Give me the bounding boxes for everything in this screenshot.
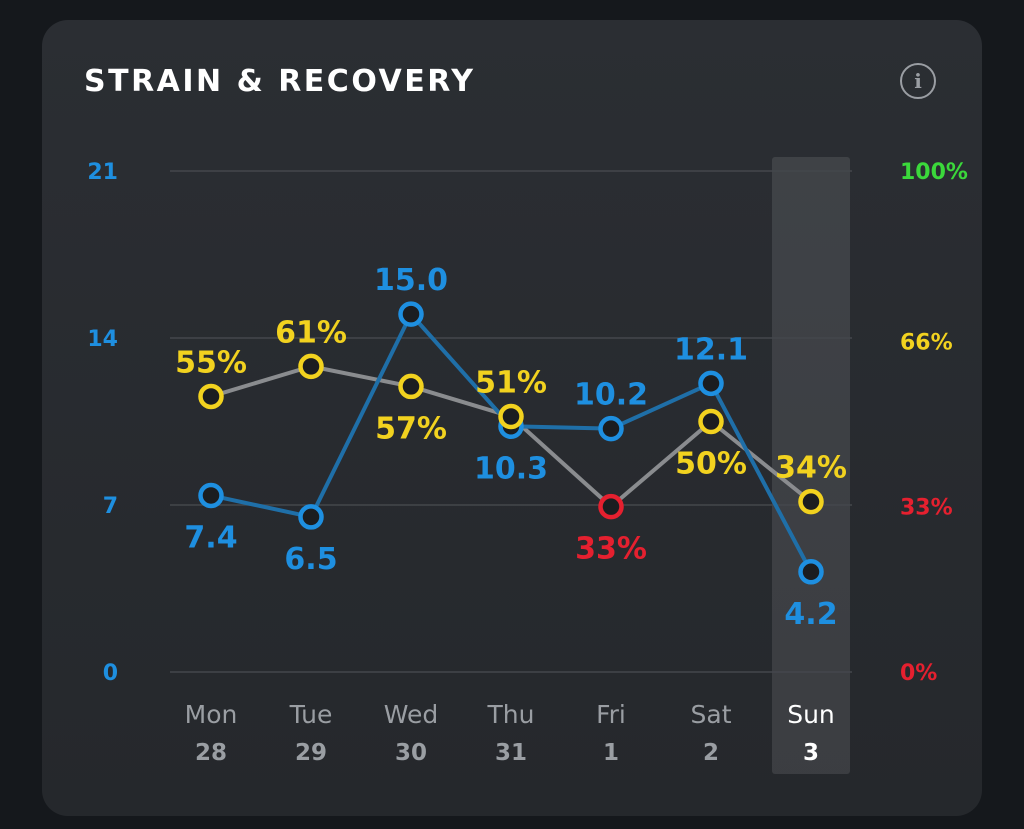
y-left-tick-label: 7: [103, 494, 118, 519]
y-left-tick-label: 0: [103, 661, 118, 686]
x-day-label[interactable]: Mon: [185, 700, 238, 729]
strain-point[interactable]: [698, 370, 724, 397]
selected-day-highlight: [772, 157, 850, 774]
recovery-point[interactable]: [598, 493, 624, 520]
strain-value-label: 10.2: [574, 378, 648, 413]
recovery-point[interactable]: [798, 488, 824, 515]
y-right-tick-label: 66%: [900, 330, 953, 355]
recovery-value-label: 55%: [175, 345, 247, 380]
x-date-label[interactable]: 31: [495, 740, 527, 766]
x-date-label[interactable]: 28: [195, 740, 227, 766]
info-button[interactable]: i: [900, 63, 936, 99]
x-date-label[interactable]: 30: [395, 740, 427, 766]
y-right-tick-label: 33%: [900, 496, 953, 521]
y-left-tick-label: 21: [87, 160, 118, 185]
recovery-value-label: 50%: [675, 447, 747, 482]
strain-point[interactable]: [198, 482, 224, 509]
x-day-label[interactable]: Thu: [487, 700, 535, 729]
strain-value-label: 6.5: [284, 542, 337, 577]
y-right-tick-label: 0%: [900, 661, 937, 686]
y-right-tick-label: 100%: [900, 160, 968, 185]
strain-value-label: 4.2: [784, 597, 837, 632]
x-day-label[interactable]: Fri: [596, 700, 626, 729]
strain-point[interactable]: [298, 504, 324, 530]
recovery-point[interactable]: [398, 373, 424, 400]
y-left-tick-label: 14: [87, 327, 118, 352]
recovery-point[interactable]: [298, 353, 324, 380]
recovery-value-label: 33%: [575, 532, 647, 567]
recovery-value-label: 57%: [375, 411, 447, 446]
x-date-label[interactable]: 2: [703, 740, 719, 766]
x-day-label[interactable]: Sun: [787, 700, 835, 729]
recovery-point[interactable]: [198, 383, 224, 410]
x-day-label[interactable]: Sat: [691, 700, 732, 729]
recovery-value-label: 34%: [775, 451, 847, 486]
strain-value-label: 10.3: [474, 451, 548, 486]
x-day-label[interactable]: Tue: [289, 700, 333, 729]
recovery-point[interactable]: [498, 403, 524, 430]
x-day-label[interactable]: Wed: [384, 700, 439, 729]
x-date-label[interactable]: 29: [295, 740, 327, 766]
x-date-label[interactable]: 3: [803, 740, 819, 766]
strain-value-label: 7.4: [184, 520, 237, 555]
x-date-label[interactable]: 1: [603, 740, 619, 766]
strain-point[interactable]: [598, 415, 624, 442]
strain-value-label: 15.0: [374, 263, 448, 298]
strain-point[interactable]: [398, 301, 424, 327]
recovery-value-label: 61%: [275, 315, 347, 350]
strain-point[interactable]: [798, 559, 824, 585]
card-title: STRAIN & RECOVERY: [84, 64, 476, 99]
recovery-value-label: 51%: [475, 365, 547, 400]
info-icon: i: [914, 69, 922, 93]
strain-value-label: 12.1: [674, 332, 748, 367]
recovery-point[interactable]: [698, 408, 724, 435]
